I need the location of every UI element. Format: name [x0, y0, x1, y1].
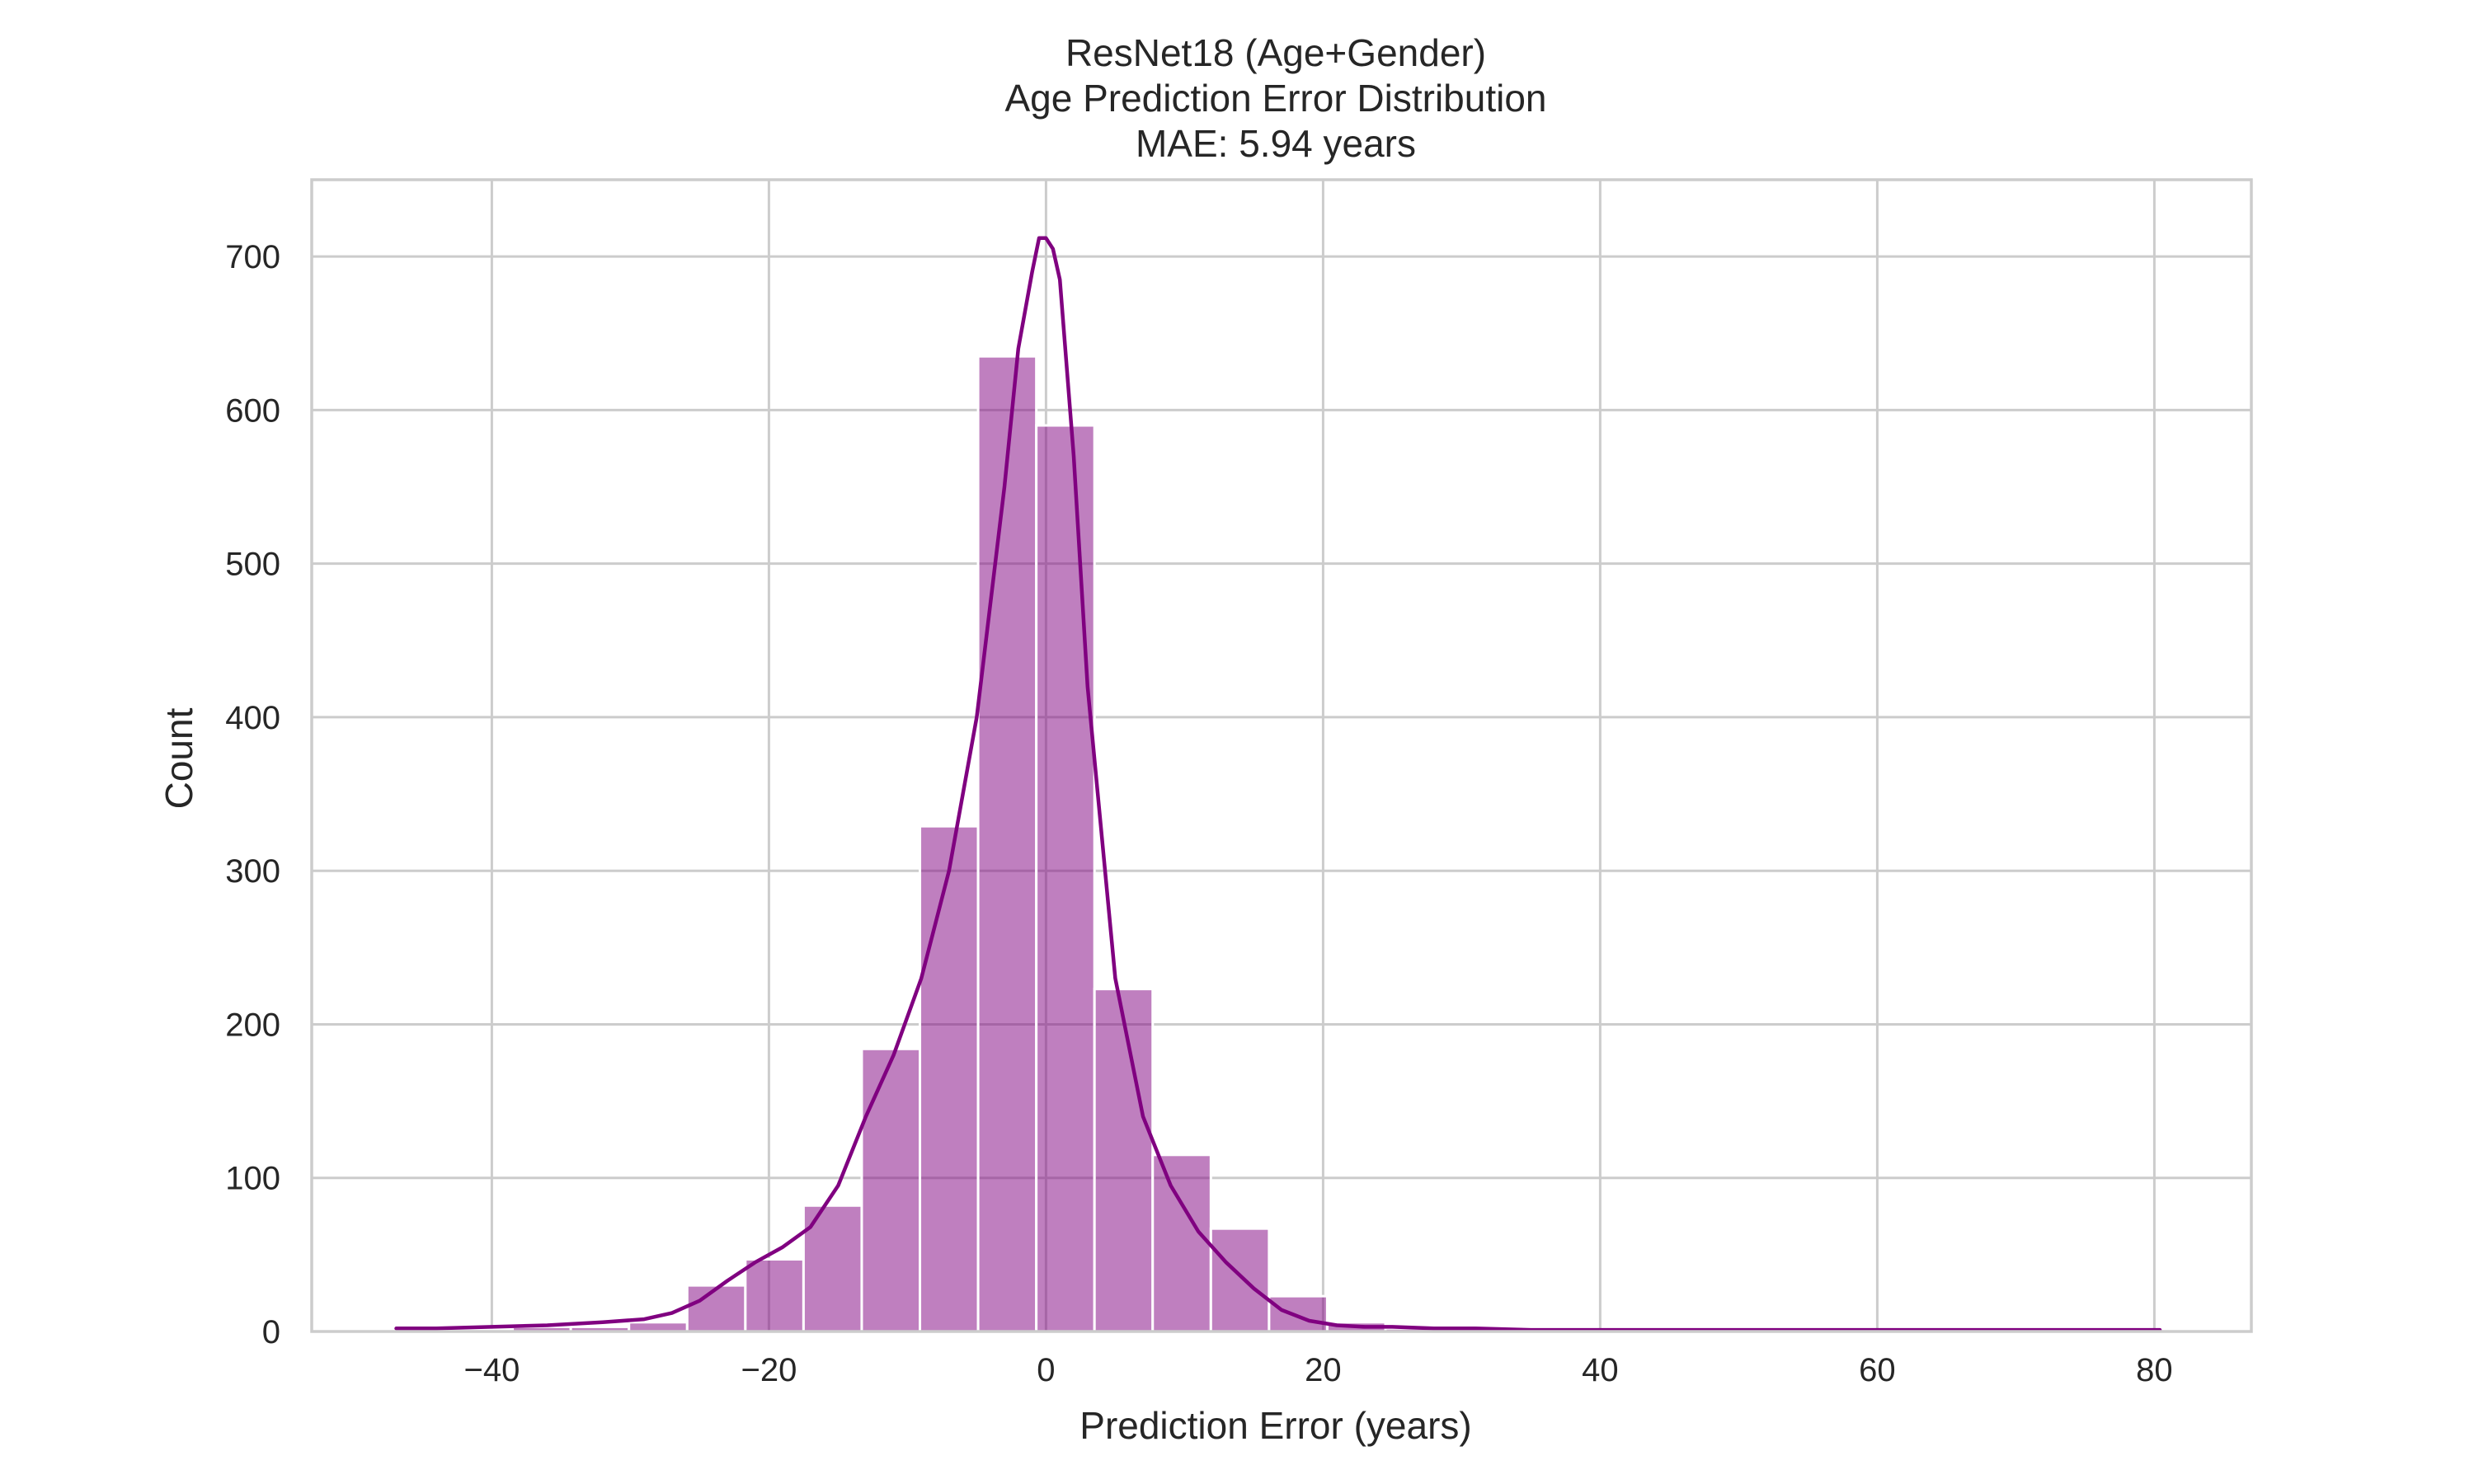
x-tick-label: −20: [741, 1352, 797, 1388]
x-tick-label: 0: [1037, 1352, 1055, 1388]
histogram-bar: [1209, 1227, 1271, 1333]
x-tick-label: 60: [1859, 1352, 1896, 1388]
histogram-bar: [744, 1257, 805, 1333]
x-tick-label: 40: [1582, 1352, 1619, 1388]
y-tick-labels: 0 100 200 300 400 500 600 700: [225, 239, 280, 1350]
y-tick-label: 200: [225, 1007, 280, 1043]
y-axis-label: Count: [158, 707, 200, 809]
histogram-bars: [394, 355, 2202, 1333]
y-tick-label: 400: [225, 700, 280, 736]
y-tick-label: 600: [225, 392, 280, 429]
histogram-bar: [1268, 1294, 1329, 1333]
x-tick-label: 20: [1305, 1352, 1342, 1388]
histogram-bar: [685, 1284, 747, 1333]
histogram-bar: [919, 824, 980, 1333]
histogram-bar: [1093, 988, 1155, 1333]
histogram-bar: [802, 1204, 863, 1333]
y-tick-label: 100: [225, 1161, 280, 1197]
kde-curve-layer: [394, 236, 2162, 1332]
histogram-bar: [976, 355, 1038, 1333]
kde-curve: [394, 236, 2162, 1332]
plot-frame: [310, 178, 2253, 1333]
y-tick-label: 700: [225, 239, 280, 275]
y-tick-label: 0: [262, 1314, 280, 1350]
x-tick-labels: −40 −20 0 20 40 60 80: [463, 1352, 2172, 1388]
x-tick-label: −40: [463, 1352, 520, 1388]
x-tick-label: 80: [2136, 1352, 2173, 1388]
chart-title-line-1: ResNet18 (Age+Gender): [1065, 31, 1486, 74]
chart-title-line-2: Age Prediction Error Distribution: [1004, 77, 1546, 120]
histogram-bar: [1151, 1153, 1212, 1333]
y-tick-label: 300: [225, 853, 280, 890]
chart-title-line-3: MAE: 5.94 years: [1136, 122, 1416, 165]
grid-lines: [312, 180, 2251, 1333]
chart-title: ResNet18 (Age+Gender) Age Prediction Err…: [1004, 31, 1546, 165]
histogram-bar: [1035, 424, 1096, 1333]
y-tick-label: 500: [225, 547, 280, 583]
histogram-bar: [860, 1047, 922, 1333]
x-axis-label: Prediction Error (years): [1079, 1404, 1471, 1447]
